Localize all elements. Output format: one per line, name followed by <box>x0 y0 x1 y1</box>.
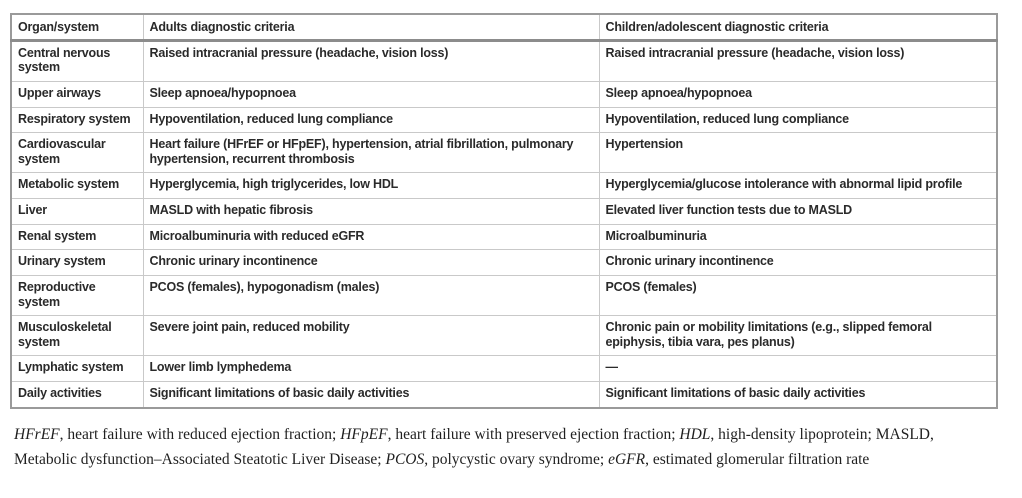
table-row: Urinary system Chronic urinary incontine… <box>10 249 998 276</box>
footnote-abbrev: eGFR <box>608 450 646 468</box>
cell-organ: Lymphatic system <box>10 355 144 382</box>
table-row: Musculoskeletal system Severe joint pain… <box>10 315 998 357</box>
cell-adults: Chronic urinary incontinence <box>142 249 600 276</box>
cell-children: Sleep apnoea/hypopnoea <box>598 80 998 108</box>
header-cell-organ: Organ/system <box>10 13 144 42</box>
cell-adults: Microalbuminuria with reduced eGFR <box>142 223 600 251</box>
cell-adults: PCOS (females), hypogonadism (males) <box>142 274 600 317</box>
cell-children: PCOS (females) <box>598 274 998 317</box>
cell-adults: Hypoventilation, reduced lung compliance <box>142 106 600 134</box>
cell-adults: MASLD with hepatic fibrosis <box>142 198 600 225</box>
cell-children: Chronic urinary incontinence <box>598 249 998 276</box>
cell-organ: Respiratory system <box>10 106 144 134</box>
cell-adults: Sleep apnoea/hypopnoea <box>142 80 600 108</box>
footnote-definition: MASLD, Metabolic dysfunction–Associated … <box>14 425 934 468</box>
diagnostic-criteria-table: Organ/system Adults diagnostic criteria … <box>10 13 998 409</box>
cell-organ: Daily activities <box>10 380 144 409</box>
table-row: Daily activities Significant limitations… <box>10 380 998 409</box>
cell-organ: Central nervous system <box>10 39 144 82</box>
cell-adults: Lower limb lymphedema <box>142 355 600 382</box>
footnote-definition: , heart failure with reduced ejection fr… <box>59 425 341 443</box>
cell-organ: Musculoskeletal system <box>10 315 144 357</box>
footnote-definition: , polycystic ovary syndrome; <box>424 450 609 468</box>
cell-children: Elevated liver function tests due to MAS… <box>598 198 998 225</box>
cell-children: Hypertension <box>598 132 998 174</box>
cell-adults: Hyperglycemia, high triglycerides, low H… <box>142 172 600 199</box>
header-cell-children: Children/adolescent diagnostic criteria <box>598 13 998 42</box>
cell-organ: Liver <box>10 198 144 225</box>
cell-children: Raised intracranial pressure (headache, … <box>598 39 998 82</box>
table-row: Respiratory system Hypoventilation, redu… <box>10 106 998 134</box>
cell-organ: Upper airways <box>10 80 144 108</box>
table-row: Liver MASLD with hepatic fibrosis Elevat… <box>10 198 998 225</box>
table-row: Upper airways Sleep apnoea/hypopnoea Sle… <box>10 80 998 108</box>
cell-children: Significant limitations of basic daily a… <box>598 380 998 409</box>
footnote-abbrev: HDL <box>679 425 711 443</box>
abbreviations-footnote: HFrEF, heart failure with reduced ejecti… <box>14 422 992 472</box>
cell-children: Hyperglycemia/glucose intolerance with a… <box>598 172 998 199</box>
cell-adults: Significant limitations of basic daily a… <box>142 380 600 409</box>
cell-organ: Metabolic system <box>10 172 144 199</box>
footnote-abbrev: HFpEF <box>340 425 388 443</box>
footnote-definition: , estimated glomerular filtration rate <box>645 450 870 468</box>
table-row: Cardiovascular system Heart failure (HFr… <box>10 132 998 174</box>
cell-children: Chronic pain or mobility limitations (e.… <box>598 315 998 357</box>
cell-organ: Reproductive system <box>10 274 144 317</box>
table-row: Reproductive system PCOS (females), hypo… <box>10 274 998 317</box>
footnote-definition: , heart failure with preserved ejection … <box>387 425 680 443</box>
cell-organ: Renal system <box>10 223 144 251</box>
cell-organ: Cardiovascular system <box>10 132 144 174</box>
cell-adults: Severe joint pain, reduced mobility <box>142 315 600 357</box>
cell-adults: Raised intracranial pressure (headache, … <box>142 39 600 82</box>
table-row: Renal system Microalbuminuria with reduc… <box>10 223 998 251</box>
cell-children: Hypoventilation, reduced lung compliance <box>598 106 998 134</box>
header-cell-adults: Adults diagnostic criteria <box>142 13 600 42</box>
footnote-definition: , high-density lipoprotein; <box>710 425 876 443</box>
cell-children: — <box>598 355 998 382</box>
table-row: Central nervous system Raised intracrani… <box>10 39 998 82</box>
cell-organ: Urinary system <box>10 249 144 276</box>
footnote-abbrev: HFrEF <box>14 425 60 443</box>
table-row: Metabolic system Hyperglycemia, high tri… <box>10 172 998 199</box>
cell-adults: Heart failure (HFrEF or HFpEF), hyperten… <box>142 132 600 174</box>
header-row: Organ/system Adults diagnostic criteria … <box>10 13 998 42</box>
footnote-abbrev: PCOS <box>385 450 425 468</box>
cell-children: Microalbuminuria <box>598 223 998 251</box>
table-row: Lymphatic system Lower limb lymphedema — <box>10 355 998 382</box>
document-page: Organ/system Adults diagnostic criteria … <box>10 13 998 472</box>
